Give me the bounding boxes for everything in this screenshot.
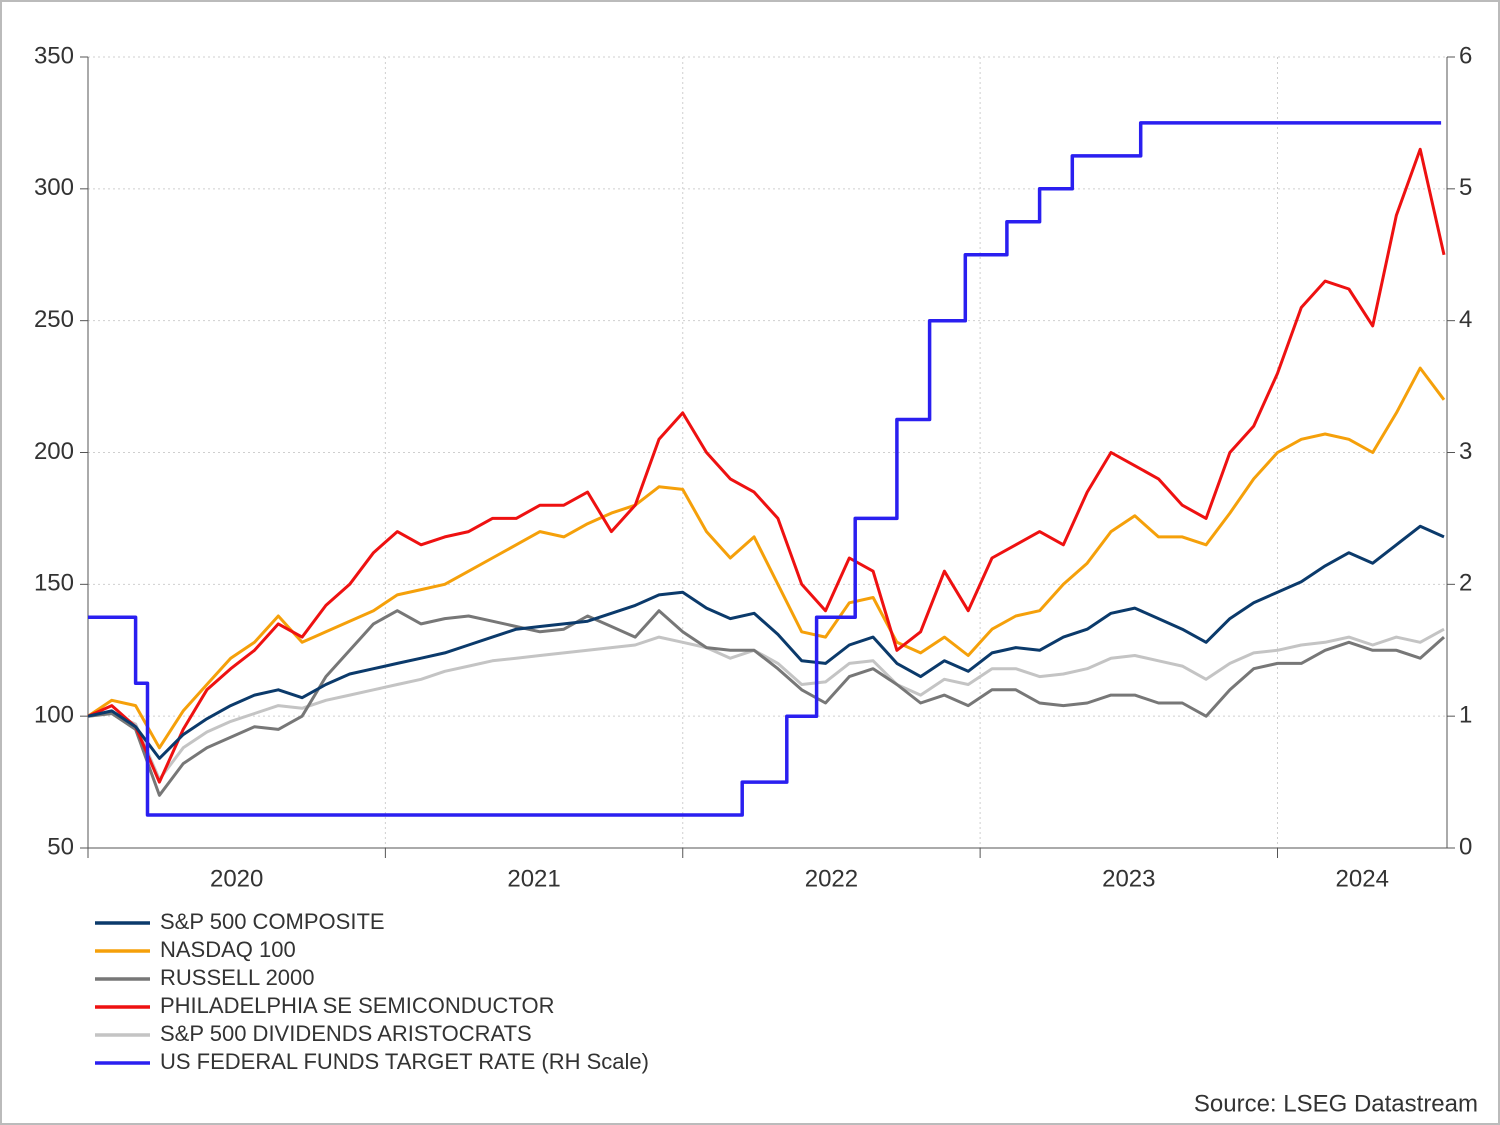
y-tick-label: 300 (34, 174, 74, 201)
y2-tick-label: 0 (1459, 833, 1472, 860)
y2-tick-label: 3 (1459, 438, 1472, 465)
y2-tick-label: 1 (1459, 702, 1472, 729)
y2-tick-label: 6 (1459, 42, 1472, 69)
legend-label: S&P 500 COMPOSITE (160, 909, 385, 934)
y2-tick-label: 4 (1459, 306, 1472, 333)
series-line (87, 627, 1445, 781)
y-tick-label: 350 (34, 42, 74, 69)
source-note: Source: LSEG Datastream (1194, 1090, 1478, 1117)
y2-tick-label: 5 (1459, 174, 1472, 201)
legend-label: RUSSELL 2000 (160, 965, 315, 990)
series-line (87, 609, 1445, 797)
y-tick-label: 250 (34, 306, 74, 333)
y-tick-label: 100 (34, 702, 74, 729)
legend-label: US FEDERAL FUNDS TARGET RATE (RH Scale) (160, 1049, 649, 1074)
series-line (87, 366, 1446, 750)
x-tick-label: 2022 (805, 865, 858, 892)
series-line (87, 147, 1446, 784)
series-line (88, 121, 1442, 817)
y2-tick-label: 2 (1459, 570, 1472, 597)
series-line (87, 524, 1445, 760)
y-tick-label: 150 (34, 570, 74, 597)
x-tick-label: 2023 (1102, 865, 1155, 892)
legend-label: PHILADELPHIA SE SEMICONDUCTOR (160, 993, 554, 1018)
legend-label: NASDAQ 100 (160, 937, 296, 962)
y-tick-label: 50 (47, 833, 74, 860)
legend-label: S&P 500 DIVIDENDS ARISTOCRATS (160, 1021, 532, 1046)
x-tick-label: 2024 (1336, 865, 1389, 892)
y-tick-label: 200 (34, 438, 74, 465)
x-tick-label: 2021 (507, 865, 560, 892)
x-tick-label: 2020 (210, 865, 263, 892)
